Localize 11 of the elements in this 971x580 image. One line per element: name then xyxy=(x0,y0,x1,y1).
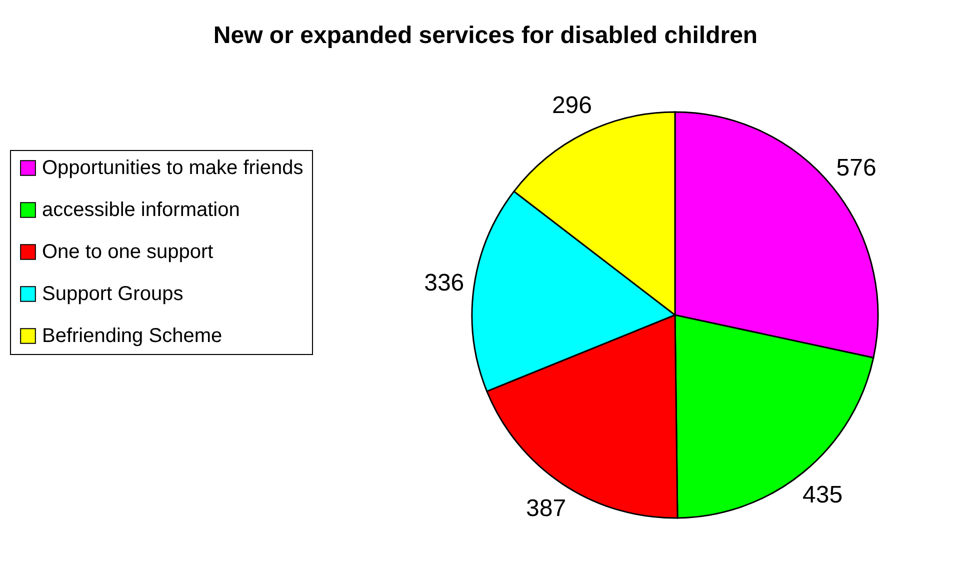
chart-title: New or expanded services for disabled children xyxy=(213,22,758,49)
legend-label: Befriending Scheme xyxy=(42,325,222,347)
data-label: 387 xyxy=(526,495,566,522)
data-label: 336 xyxy=(424,270,464,297)
data-label: 296 xyxy=(552,92,592,120)
data-label: 435 xyxy=(802,481,843,508)
legend-label: Support Groups xyxy=(42,283,184,305)
data-label: 576 xyxy=(836,154,876,182)
legend-label: Opportunities to make friends xyxy=(42,157,304,179)
legend-label: One to one support xyxy=(42,241,214,263)
legend-label: accessible information xyxy=(42,199,240,221)
